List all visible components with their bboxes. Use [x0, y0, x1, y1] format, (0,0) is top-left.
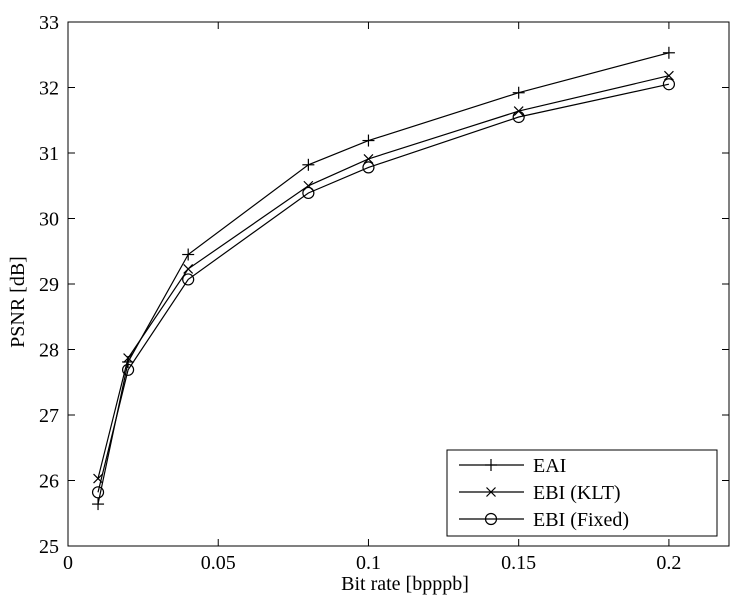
x-axis: 0 0.05 0.1 0.15 0.2 — [63, 22, 681, 574]
legend-label: EBI (KLT) — [533, 482, 621, 504]
data-point-x — [123, 353, 134, 363]
data-point-circle — [302, 186, 315, 200]
data-point-plus — [362, 134, 375, 147]
data-point-x — [363, 153, 374, 164]
legend-entry: EAI — [459, 455, 566, 477]
series-eai — [92, 46, 675, 511]
series-line — [97, 83, 670, 493]
y-tick-label: 28 — [39, 340, 59, 362]
x-tick-label: 0 — [63, 552, 73, 574]
y-tick-label: 30 — [39, 209, 59, 231]
legend-label: EBI (Fixed) — [533, 509, 629, 531]
series-line — [97, 52, 670, 505]
x-tick-label: 0.05 — [201, 552, 236, 574]
legend-marker-x — [486, 487, 496, 497]
data-point-circle — [91, 486, 105, 499]
x-tick-label: 0.1 — [356, 552, 381, 574]
y-tick-label: 32 — [39, 78, 59, 100]
legend-label: EAI — [533, 455, 566, 477]
legend-marker-plus — [485, 459, 497, 471]
series-ebi-fixed — [91, 78, 676, 499]
data-point-x — [663, 70, 674, 81]
data-point-circle — [121, 363, 135, 376]
data-point-circle — [512, 110, 525, 124]
y-tick-label: 33 — [39, 12, 59, 34]
data-point-plus — [662, 46, 675, 59]
data-point-plus — [302, 158, 315, 171]
y-axis: 25 26 27 28 29 30 31 32 33 — [39, 12, 729, 558]
data-point-plus — [512, 86, 525, 99]
legend-marker-circle — [484, 512, 498, 526]
x-axis-label: Bit rate [bpppb] — [341, 573, 469, 595]
data-point-plus — [182, 248, 195, 261]
data-point-plus — [92, 498, 105, 511]
legend-entry: EBI (KLT) — [459, 482, 621, 504]
y-tick-label: 25 — [39, 536, 59, 558]
series-ebi-klt — [93, 70, 674, 484]
legend: EAI EBI (KLT) EBI (Fixed) — [446, 449, 718, 537]
x-tick-label: 0.2 — [656, 552, 681, 574]
y-tick-label: 31 — [39, 143, 59, 165]
series-layer — [91, 46, 676, 511]
y-tick-label: 29 — [39, 274, 59, 296]
data-point-circle — [182, 273, 195, 286]
data-point-x — [183, 264, 194, 274]
data-point-circle — [362, 161, 375, 174]
data-point-circle — [662, 78, 676, 91]
legend-entry: EBI (Fixed) — [459, 509, 629, 531]
y-axis-label: PSNR [dB] — [7, 256, 29, 348]
x-tick-label: 0.15 — [501, 552, 536, 574]
y-tick-label: 26 — [39, 471, 59, 493]
y-tick-label: 27 — [39, 405, 59, 427]
